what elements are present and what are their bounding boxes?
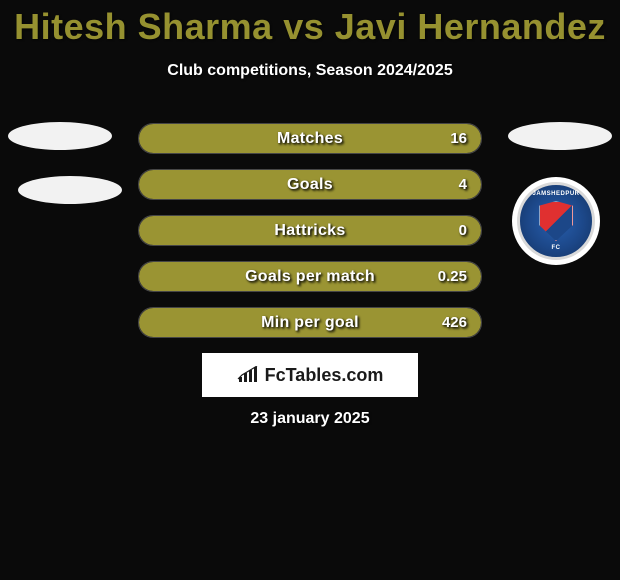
bar-right-value: 426 (442, 308, 467, 337)
bar-chart-icon (237, 366, 259, 384)
stat-bar-goals-per-match: Goals per match 0.25 (138, 261, 482, 292)
bar-right-value: 4 (459, 170, 467, 199)
bar-label: Min per goal (139, 308, 481, 337)
stat-bar-min-per-goal: Min per goal 426 (138, 307, 482, 338)
bar-right-value: 0.25 (438, 262, 467, 291)
bar-label: Goals (139, 170, 481, 199)
stat-bars: Matches 16 Goals 4 Hattricks 0 Goals per… (138, 123, 482, 353)
bar-right-value: 0 (459, 216, 467, 245)
snapshot-date: 23 january 2025 (0, 410, 620, 428)
stat-bar-hattricks: Hattricks 0 (138, 215, 482, 246)
logo-text: FcTables.com (265, 365, 384, 386)
fctables-logo: FcTables.com (202, 353, 418, 397)
bar-label: Hattricks (139, 216, 481, 245)
bar-label: Goals per match (139, 262, 481, 291)
club-badge: JAMSHEDPUR FC (512, 177, 600, 265)
avatar-ellipse-icon (508, 122, 612, 150)
shield-icon (539, 201, 573, 241)
badge-bottom-text: FC (520, 245, 592, 251)
club-badge-inner: JAMSHEDPUR FC (517, 182, 595, 260)
stat-bar-goals: Goals 4 (138, 169, 482, 200)
badge-top-text: JAMSHEDPUR (520, 191, 592, 197)
bar-right-value: 16 (450, 124, 467, 153)
stat-bar-matches: Matches 16 (138, 123, 482, 154)
left-avatar-placeholder (8, 122, 122, 204)
player1-name: Hitesh Sharma (14, 6, 273, 47)
vs-separator: vs (273, 6, 335, 47)
club-ellipse-icon (18, 176, 122, 204)
player2-name: Javi Hernandez (335, 6, 606, 47)
comparison-title: Hitesh Sharma vs Javi Hernandez (0, 0, 620, 48)
right-avatar-placeholder (508, 122, 612, 150)
avatar-ellipse-icon (8, 122, 112, 150)
bar-label: Matches (139, 124, 481, 153)
subtitle: Club competitions, Season 2024/2025 (0, 62, 620, 80)
